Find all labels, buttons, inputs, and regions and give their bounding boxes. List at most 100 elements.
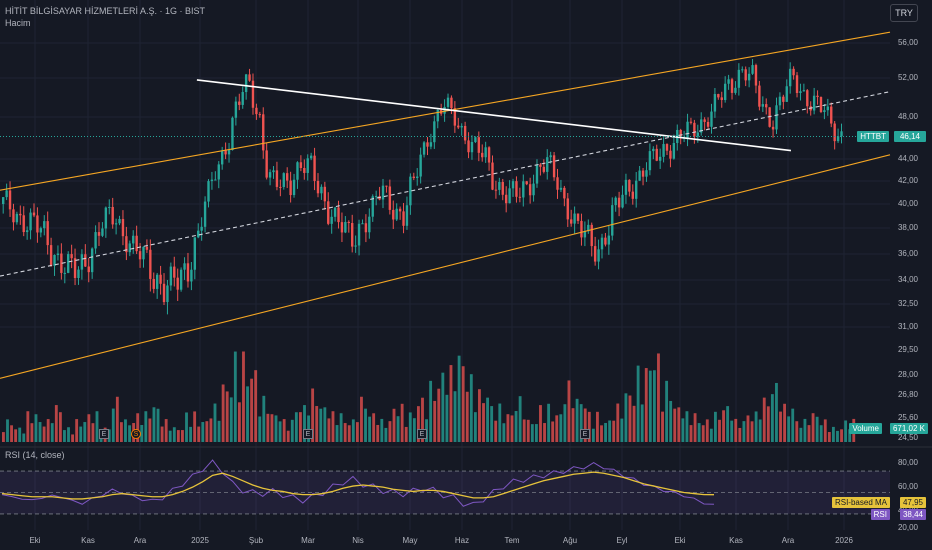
volume-bar xyxy=(795,421,799,442)
volume-bar xyxy=(734,418,738,442)
candle xyxy=(241,92,244,105)
candle xyxy=(149,249,152,279)
candle xyxy=(549,155,552,158)
volume-bar xyxy=(775,382,778,442)
time-tick-label: Kas xyxy=(81,536,95,545)
candle xyxy=(604,237,607,245)
candle xyxy=(501,182,504,195)
candle xyxy=(679,129,682,139)
candle xyxy=(347,221,350,224)
candle xyxy=(593,246,597,262)
volume-bar xyxy=(384,427,388,442)
volume-bar xyxy=(294,412,298,442)
volume-bar xyxy=(453,391,457,442)
candle xyxy=(652,148,655,152)
candle xyxy=(518,196,522,198)
volume-bar xyxy=(498,403,502,442)
candle xyxy=(5,190,8,198)
volume-bar xyxy=(368,416,372,442)
candle xyxy=(354,245,357,247)
earnings-event-icon[interactable]: E xyxy=(303,429,313,439)
candle xyxy=(744,69,747,81)
volume-bar xyxy=(388,421,392,442)
candle xyxy=(710,111,713,127)
volume-bar xyxy=(433,400,437,442)
candle xyxy=(327,201,330,224)
candle xyxy=(169,266,173,286)
volume-bar xyxy=(303,405,306,442)
candle xyxy=(409,176,412,206)
candle xyxy=(207,181,210,202)
candle xyxy=(118,219,121,224)
candle xyxy=(159,274,162,284)
candle xyxy=(405,205,409,226)
volume-bar xyxy=(250,378,254,442)
candle xyxy=(700,119,703,133)
candle xyxy=(487,147,491,163)
volume-bar xyxy=(311,388,315,442)
volume-bar xyxy=(262,395,266,442)
volume-bar xyxy=(628,395,632,442)
volume-bar xyxy=(197,426,201,442)
volume-bar xyxy=(596,411,599,442)
volume-bar xyxy=(209,418,213,442)
candle xyxy=(826,106,830,111)
candle xyxy=(60,253,63,273)
volume-bar xyxy=(714,411,717,442)
earnings-event-icon[interactable]: E xyxy=(417,429,427,439)
volume-bar xyxy=(604,422,607,442)
candle xyxy=(296,162,299,180)
volume-bar xyxy=(193,411,197,442)
volume-bar xyxy=(510,415,514,442)
candle xyxy=(727,79,730,84)
volume-bar xyxy=(144,411,148,442)
candle xyxy=(258,114,262,116)
candle xyxy=(494,189,498,191)
price-tick-label: 31,00 xyxy=(897,322,918,331)
volume-bar xyxy=(465,391,469,442)
volume-bar xyxy=(811,413,815,442)
dividend-event-icon[interactable]: S xyxy=(131,429,141,439)
candle xyxy=(429,142,433,147)
time-tick-label: Eki xyxy=(674,536,686,545)
candle xyxy=(778,96,782,106)
volume-bar xyxy=(657,353,660,442)
volume-bar xyxy=(787,416,791,442)
earnings-event-icon[interactable]: E xyxy=(99,429,109,439)
price-tick-label: 52,00 xyxy=(897,73,918,82)
price-tick-label: 48,00 xyxy=(897,112,918,121)
volume-bar xyxy=(502,423,506,442)
rsi-ma-badge-label: RSI-based MA xyxy=(831,497,890,508)
volume-bar xyxy=(791,408,795,442)
candle xyxy=(542,166,546,172)
volume-bar xyxy=(612,420,616,442)
time-tick-label: Ara xyxy=(781,536,795,545)
time-tick-label: 2025 xyxy=(191,536,209,545)
candle xyxy=(272,170,275,173)
volume-bar xyxy=(624,393,628,442)
candle xyxy=(635,180,638,199)
volume-bar xyxy=(685,411,689,442)
candle xyxy=(470,142,474,153)
volume-bar xyxy=(758,419,762,442)
time-tick-label: Tem xyxy=(504,536,520,545)
volume-bar xyxy=(83,422,87,442)
volume-bar xyxy=(543,423,546,442)
volume-bar xyxy=(526,419,530,442)
candle xyxy=(231,117,234,151)
volume-bar xyxy=(242,351,245,442)
volume-bar xyxy=(652,370,656,442)
volume-bar xyxy=(693,413,697,442)
currency-button[interactable]: TRY xyxy=(890,4,918,22)
volume-bar xyxy=(783,403,787,442)
earnings-event-icon[interactable]: E xyxy=(580,429,590,439)
candle xyxy=(104,207,108,229)
candle xyxy=(597,249,600,262)
channel-lower-line xyxy=(0,154,891,379)
volume-bar xyxy=(563,404,567,442)
volume-bar xyxy=(770,394,774,442)
last-price-badge: 46,14 xyxy=(894,131,926,142)
time-tick-label: Eyl xyxy=(616,536,628,545)
candle xyxy=(693,122,696,137)
